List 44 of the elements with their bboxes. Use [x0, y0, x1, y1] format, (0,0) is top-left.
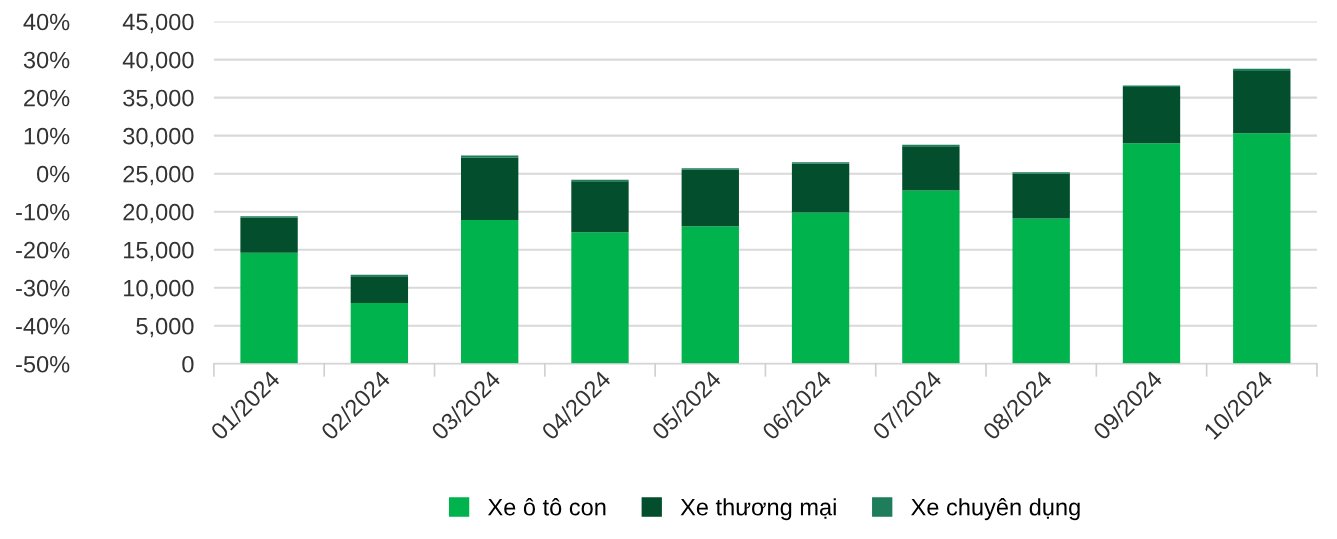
bar: [1122, 143, 1181, 364]
bar: [681, 169, 739, 227]
bar: [461, 155, 519, 158]
y-tick-label: 45,000: [122, 13, 194, 34]
legend-label: Xe thương mại: [680, 498, 836, 521]
legend-label: Xe ô tô con: [487, 498, 606, 516]
bar: [1012, 218, 1070, 364]
bar: [240, 217, 298, 253]
y2-tick-label: -20%: [16, 241, 70, 259]
bar: [571, 181, 629, 233]
y-tick-label: 10,000: [124, 279, 194, 300]
bar: [1233, 133, 1291, 364]
bar: [902, 146, 960, 191]
y2-tick-label: -30%: [16, 279, 70, 297]
y2-tick-label: 10%: [24, 127, 70, 145]
y2-tick-label: -40%: [16, 317, 70, 335]
bar: [350, 276, 409, 303]
bar: [1012, 173, 1070, 219]
y-tick-label: 35,000: [123, 89, 194, 110]
y2-tick-label: 30%: [23, 51, 70, 69]
bar: [681, 226, 739, 364]
y-tick-label: 30,000: [123, 127, 194, 148]
bar: [461, 157, 519, 221]
bar: [571, 232, 629, 364]
bar: [791, 163, 850, 213]
y2-tick-label: 40%: [23, 13, 70, 31]
bar: [240, 252, 298, 364]
y-tick-label: 20,000: [123, 203, 194, 224]
bar: [1233, 71, 1291, 134]
y2-tick-label: 20%: [24, 89, 70, 107]
y2-tick-label: -10%: [16, 203, 70, 221]
bar: [902, 190, 960, 364]
y-tick-label: 40,000: [122, 51, 194, 72]
bar: [461, 220, 519, 364]
bar: [1122, 86, 1181, 144]
y-tick-label: 5,000: [136, 317, 194, 338]
y2-tick-label: 0%: [36, 165, 70, 183]
y2-tick-label: -50%: [16, 355, 70, 373]
y-tick-label: 25,000: [123, 165, 194, 186]
y-tick-label: 0: [182, 355, 194, 373]
y-tick-label: 15,000: [124, 241, 194, 262]
bar: [791, 212, 850, 364]
bar: [350, 302, 409, 364]
legend-label: Xe chuyên dụng: [911, 498, 1080, 521]
